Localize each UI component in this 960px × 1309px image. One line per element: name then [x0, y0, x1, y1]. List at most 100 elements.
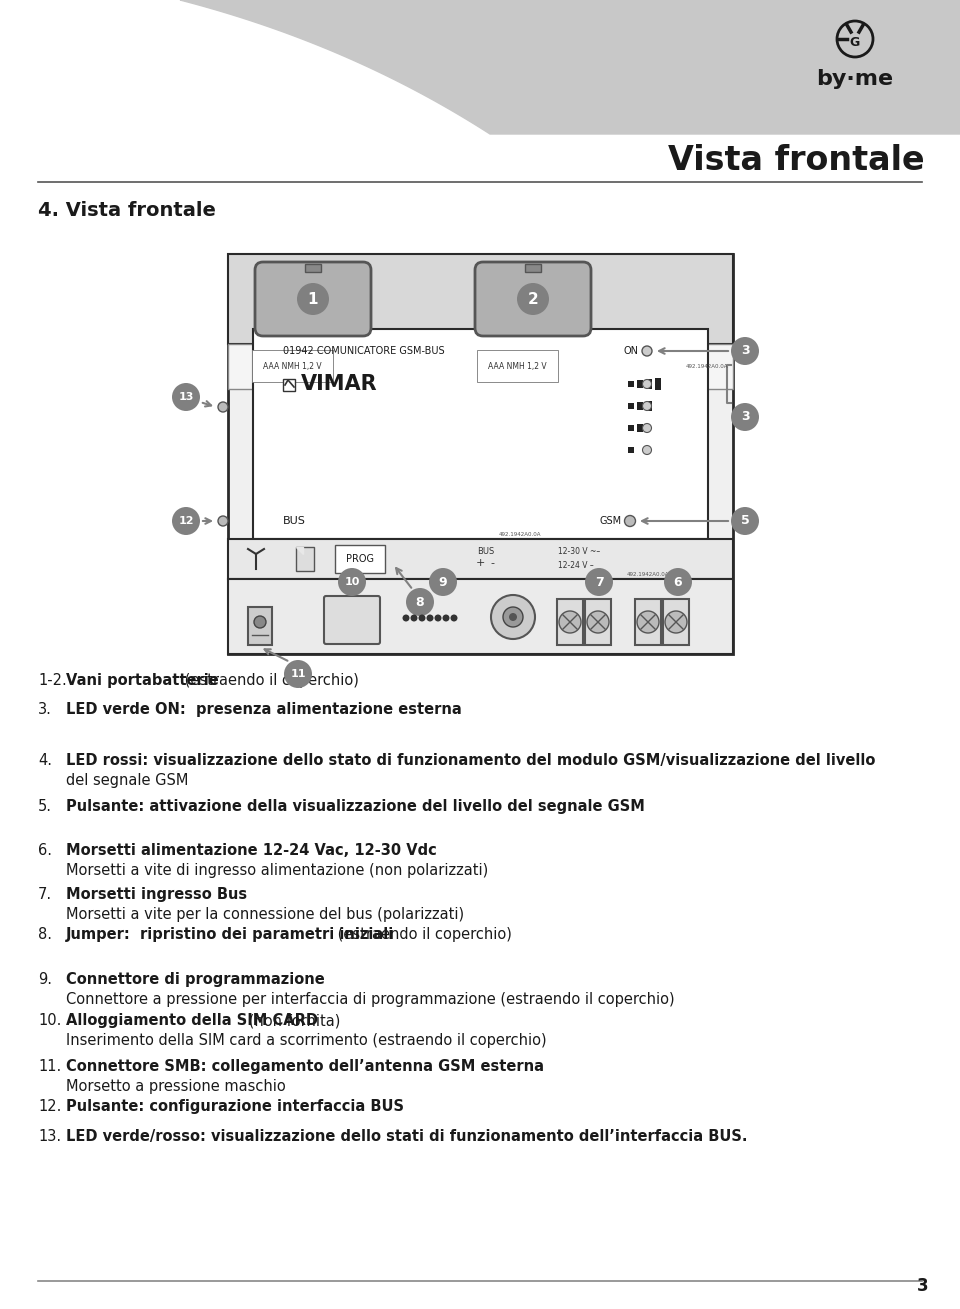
Circle shape [402, 614, 410, 622]
Circle shape [338, 568, 366, 596]
Text: G: G [850, 35, 860, 48]
Text: 12-24 V –: 12-24 V – [558, 560, 593, 569]
Text: 7: 7 [594, 576, 604, 589]
FancyBboxPatch shape [228, 579, 733, 654]
FancyBboxPatch shape [635, 600, 661, 645]
Text: AAA NMH 1,2 V: AAA NMH 1,2 V [488, 361, 546, 370]
FancyBboxPatch shape [475, 262, 591, 336]
Circle shape [509, 613, 517, 620]
FancyBboxPatch shape [228, 254, 733, 344]
FancyBboxPatch shape [637, 402, 643, 410]
Circle shape [559, 611, 581, 634]
Circle shape [429, 568, 457, 596]
Text: Morsetti ingresso Bus: Morsetti ingresso Bus [66, 888, 247, 902]
Text: Alloggiamento della SIM CARD: Alloggiamento della SIM CARD [66, 1013, 318, 1028]
Text: -: - [490, 558, 494, 568]
FancyBboxPatch shape [283, 380, 295, 391]
Text: 492.1942A0.0A: 492.1942A0.0A [685, 364, 728, 369]
Circle shape [587, 611, 609, 634]
FancyBboxPatch shape [628, 381, 634, 387]
Text: 11: 11 [290, 669, 305, 679]
FancyBboxPatch shape [646, 380, 652, 389]
Text: 13: 13 [179, 391, 194, 402]
FancyBboxPatch shape [228, 539, 733, 579]
FancyBboxPatch shape [628, 425, 634, 431]
Circle shape [443, 614, 449, 622]
FancyBboxPatch shape [585, 600, 611, 645]
FancyBboxPatch shape [637, 380, 643, 387]
Text: 2: 2 [528, 292, 539, 306]
Text: 3.: 3. [38, 702, 52, 717]
Circle shape [284, 660, 312, 689]
Text: Morsetto a pressione maschio: Morsetto a pressione maschio [66, 1079, 286, 1094]
FancyBboxPatch shape [637, 424, 643, 432]
Text: 3: 3 [917, 1278, 928, 1295]
Text: 3: 3 [741, 411, 750, 424]
FancyBboxPatch shape [335, 545, 385, 573]
Text: 1-2.: 1-2. [38, 673, 67, 689]
FancyBboxPatch shape [525, 264, 541, 272]
Text: 5: 5 [740, 514, 750, 528]
Circle shape [254, 617, 266, 628]
Text: 5.: 5. [38, 798, 52, 814]
Circle shape [731, 403, 759, 431]
Text: 4.: 4. [38, 753, 52, 768]
Circle shape [665, 611, 687, 634]
Circle shape [642, 445, 652, 454]
Text: Jumper:  ripristino dei parametri iniziali: Jumper: ripristino dei parametri inizial… [66, 927, 395, 942]
FancyBboxPatch shape [655, 378, 661, 390]
Circle shape [642, 402, 652, 411]
Text: 7.: 7. [38, 888, 52, 902]
Text: Morsetti alimentazione 12-24 Vac, 12-30 Vdc: Morsetti alimentazione 12-24 Vac, 12-30 … [66, 843, 437, 857]
Text: 10.: 10. [38, 1013, 61, 1028]
Text: Pulsante: attivazione della visualizzazione del livello del segnale GSM: Pulsante: attivazione della visualizzazi… [66, 798, 645, 814]
FancyBboxPatch shape [255, 262, 371, 336]
Text: Pulsante: configurazione interfaccia BUS: Pulsante: configurazione interfaccia BUS [66, 1100, 404, 1114]
FancyBboxPatch shape [628, 403, 634, 408]
Text: 8: 8 [416, 596, 424, 609]
Text: BUS: BUS [283, 516, 306, 526]
Text: 1: 1 [308, 292, 319, 306]
Text: AAA NMH 1,2 V: AAA NMH 1,2 V [263, 361, 322, 370]
Text: 11.: 11. [38, 1059, 61, 1073]
FancyBboxPatch shape [663, 600, 689, 645]
Polygon shape [296, 547, 303, 554]
Text: (non fornita): (non fornita) [244, 1013, 340, 1028]
FancyBboxPatch shape [296, 547, 314, 571]
Text: Morsetti a vite di ingresso alimentazione (non polarizzati): Morsetti a vite di ingresso alimentazion… [66, 863, 489, 878]
Circle shape [419, 614, 425, 622]
FancyBboxPatch shape [305, 264, 321, 272]
Text: 12-30 V ~–: 12-30 V ~– [558, 546, 600, 555]
Circle shape [642, 380, 652, 389]
Text: GSM: GSM [600, 516, 622, 526]
Circle shape [297, 283, 329, 315]
Text: 12: 12 [179, 516, 194, 526]
Text: PROG: PROG [346, 554, 374, 564]
Text: del segnale GSM: del segnale GSM [66, 774, 188, 788]
Circle shape [625, 516, 636, 526]
FancyBboxPatch shape [557, 600, 583, 645]
FancyBboxPatch shape [253, 329, 708, 539]
Circle shape [426, 614, 434, 622]
Circle shape [435, 614, 442, 622]
FancyBboxPatch shape [248, 607, 272, 645]
Text: 12.: 12. [38, 1100, 61, 1114]
FancyBboxPatch shape [324, 596, 380, 644]
Text: 8.: 8. [38, 927, 52, 942]
Circle shape [637, 611, 659, 634]
Circle shape [642, 346, 652, 356]
Text: LED verde ON:  presenza alimentazione esterna: LED verde ON: presenza alimentazione est… [66, 702, 462, 717]
Circle shape [172, 507, 200, 535]
Text: (estraendo il coperchio): (estraendo il coperchio) [333, 927, 512, 942]
Circle shape [731, 507, 759, 535]
Text: by·me: by·me [816, 69, 894, 89]
Text: Connettore a pressione per interfaccia di programmazione (estraendo il coperchio: Connettore a pressione per interfaccia d… [66, 992, 675, 1007]
Circle shape [172, 384, 200, 411]
Text: Connettore di programmazione: Connettore di programmazione [66, 973, 324, 987]
Circle shape [517, 283, 549, 315]
FancyBboxPatch shape [228, 254, 733, 654]
Circle shape [491, 596, 535, 639]
Circle shape [218, 402, 228, 412]
Text: Vista frontale: Vista frontale [668, 144, 925, 178]
Text: VIMAR: VIMAR [301, 374, 377, 394]
